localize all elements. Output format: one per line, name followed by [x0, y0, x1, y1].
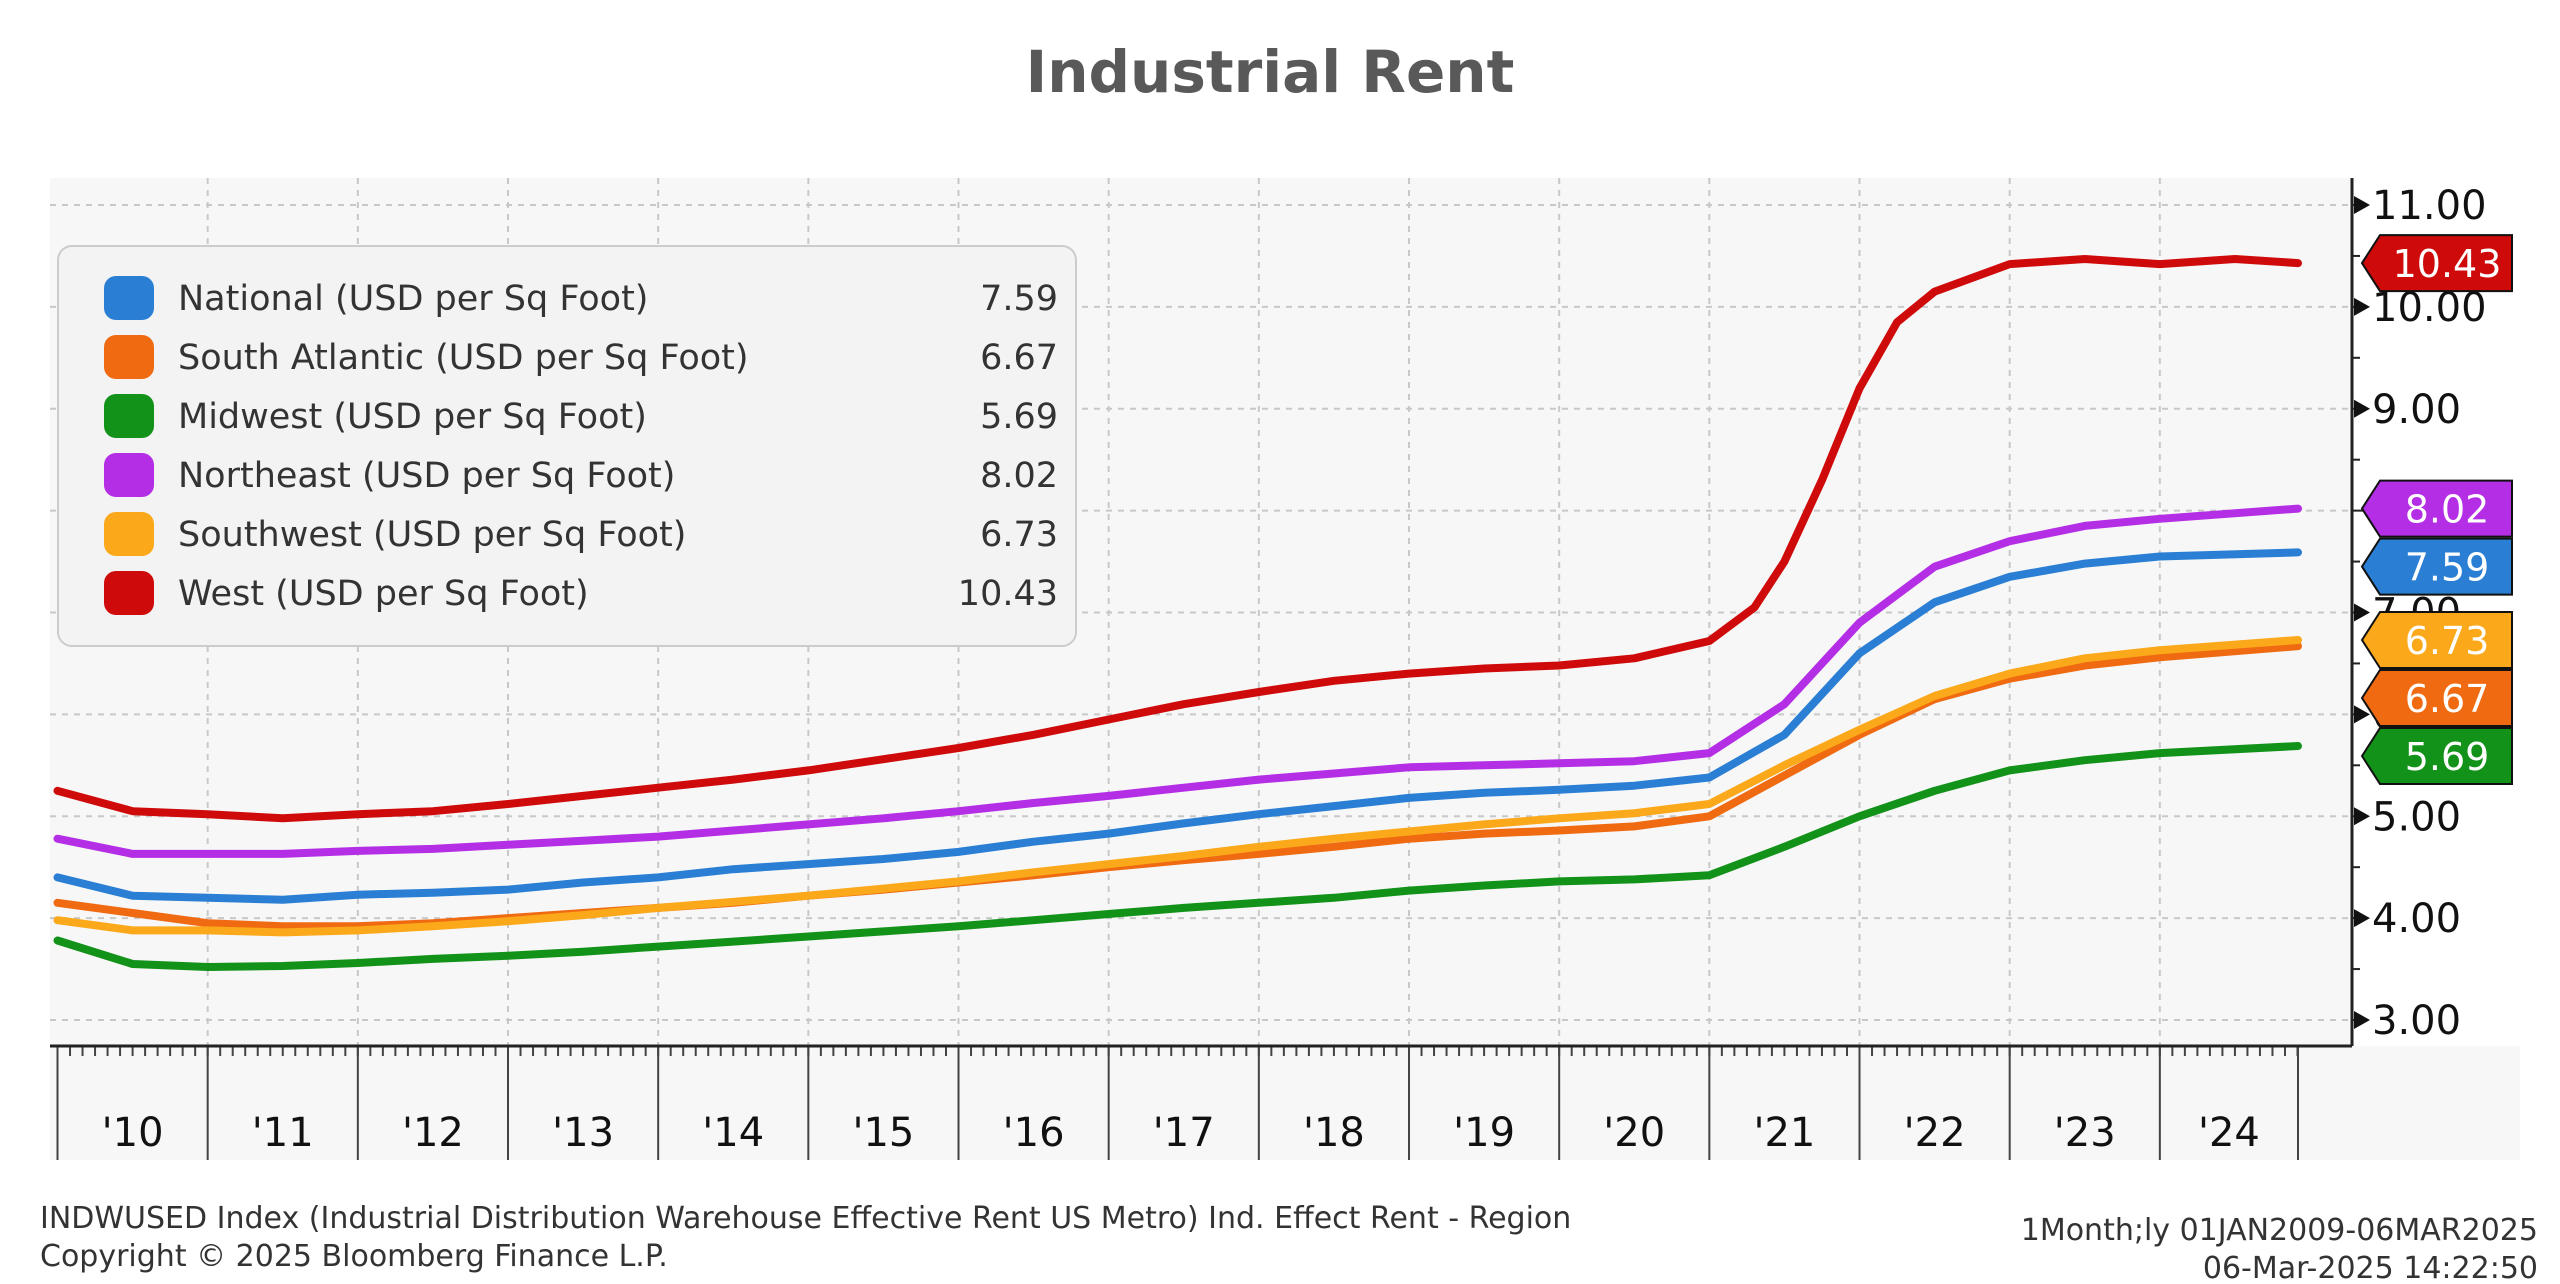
value-tag	[2360, 234, 2513, 293]
x-tick-label: '11	[252, 1110, 314, 1156]
value-tag-label: 8.02	[2405, 488, 2490, 532]
x-tick-label: '15	[852, 1110, 914, 1156]
series-line	[53, 742, 2302, 971]
legend-value: 6.67	[980, 338, 1058, 378]
legend-swatch	[104, 335, 154, 379]
legend-label: Northeast (USD per Sq Foot)	[178, 456, 675, 496]
x-tick-label: '14	[702, 1110, 764, 1156]
legend-label: Midwest (USD per Sq Foot)	[178, 397, 647, 437]
footer-copyright: Copyright © 2025 Bloomberg Finance L.P.	[40, 1239, 668, 1274]
legend-label: Southwest (USD per Sq Foot)	[178, 515, 686, 555]
y-tick-pointer	[2354, 909, 2370, 928]
y-tick-label: 10.00	[2372, 285, 2487, 331]
value-tag	[2360, 611, 2513, 670]
y-tick-label: 9.00	[2372, 387, 2461, 433]
x-tick-label: '19	[1453, 1110, 1515, 1156]
value-tag-label: 6.73	[2405, 619, 2490, 663]
value-tags: 10.43 8.02 7.59 6.73 6.67 5.69	[2360, 234, 2513, 786]
series-line	[53, 504, 2302, 858]
value-tag	[2360, 479, 2513, 538]
y-tick-label: 3.00	[2372, 998, 2461, 1044]
y-tick-pointer	[2354, 399, 2370, 418]
legend-swatch	[104, 571, 154, 615]
series-line	[53, 548, 2302, 904]
series-line	[53, 636, 2302, 937]
x-tick-label: '22	[1904, 1110, 1966, 1156]
y-tick-pointer	[2354, 705, 2370, 724]
legend-box	[57, 245, 1077, 647]
x-tick-label: '23	[2054, 1110, 2116, 1156]
legend-label: West (USD per Sq Foot)	[178, 574, 589, 614]
series-lines	[53, 255, 2302, 971]
y-tick-pointer	[2354, 807, 2370, 826]
legend-label: National (USD per Sq Foot)	[178, 279, 648, 319]
y-tick-pointer	[2354, 603, 2370, 622]
y-tick-pointer	[2354, 297, 2370, 316]
legend-swatch	[104, 512, 154, 556]
value-tag-label: 10.43	[2393, 242, 2502, 286]
legend-value: 6.73	[980, 515, 1058, 555]
value-tag	[2360, 537, 2513, 596]
x-tick-label: '17	[1153, 1110, 1215, 1156]
x-tick-label: '21	[1753, 1110, 1815, 1156]
y-tick-pointer	[2354, 1011, 2370, 1029]
x-tick-label: '16	[1003, 1110, 1065, 1156]
y-tick-label: 4.00	[2372, 896, 2461, 942]
footer-timestamp: 06-Mar-2025 14:22:50	[2203, 1251, 2538, 1284]
x-tick-label: '20	[1603, 1110, 1665, 1156]
y-tick-label: 5.00	[2372, 794, 2461, 840]
x-tick-label: '13	[552, 1110, 614, 1156]
x-tick-label: '12	[402, 1110, 464, 1156]
legend-value: 8.02	[980, 456, 1058, 496]
x-tick-label: '24	[2198, 1110, 2260, 1156]
value-tag-label: 7.59	[2405, 546, 2490, 590]
legend-label: South Atlantic (USD per Sq Foot)	[178, 338, 749, 378]
x-axis-band	[50, 1046, 2520, 1160]
value-tag	[2360, 669, 2513, 728]
legend: National (USD per Sq Foot) 7.59 South Atla…	[104, 276, 1058, 615]
footer-source: INDWUSED Index (Industrial Distribution …	[40, 1201, 1571, 1236]
footer-range: 1Month;ly 01JAN2009-06MAR2025	[2021, 1213, 2538, 1248]
y-tick-label: 11.00	[2372, 183, 2487, 229]
legend-value: 10.43	[958, 574, 1058, 614]
legend-value: 5.69	[980, 397, 1058, 437]
value-tag-label: 5.69	[2405, 735, 2490, 779]
value-tag	[2360, 727, 2513, 786]
x-tick-label: '18	[1303, 1110, 1365, 1156]
legend-value: 7.59	[980, 279, 1058, 319]
legend-swatch	[104, 453, 154, 497]
series-line	[53, 255, 2302, 823]
legend-swatch	[104, 394, 154, 438]
y-tick-pointer	[2354, 196, 2370, 214]
x-tick-label: '10	[102, 1110, 164, 1156]
value-tag-label: 6.67	[2405, 677, 2490, 721]
legend-swatch	[104, 276, 154, 320]
chart-title: Industrial Rent	[1026, 38, 1515, 106]
